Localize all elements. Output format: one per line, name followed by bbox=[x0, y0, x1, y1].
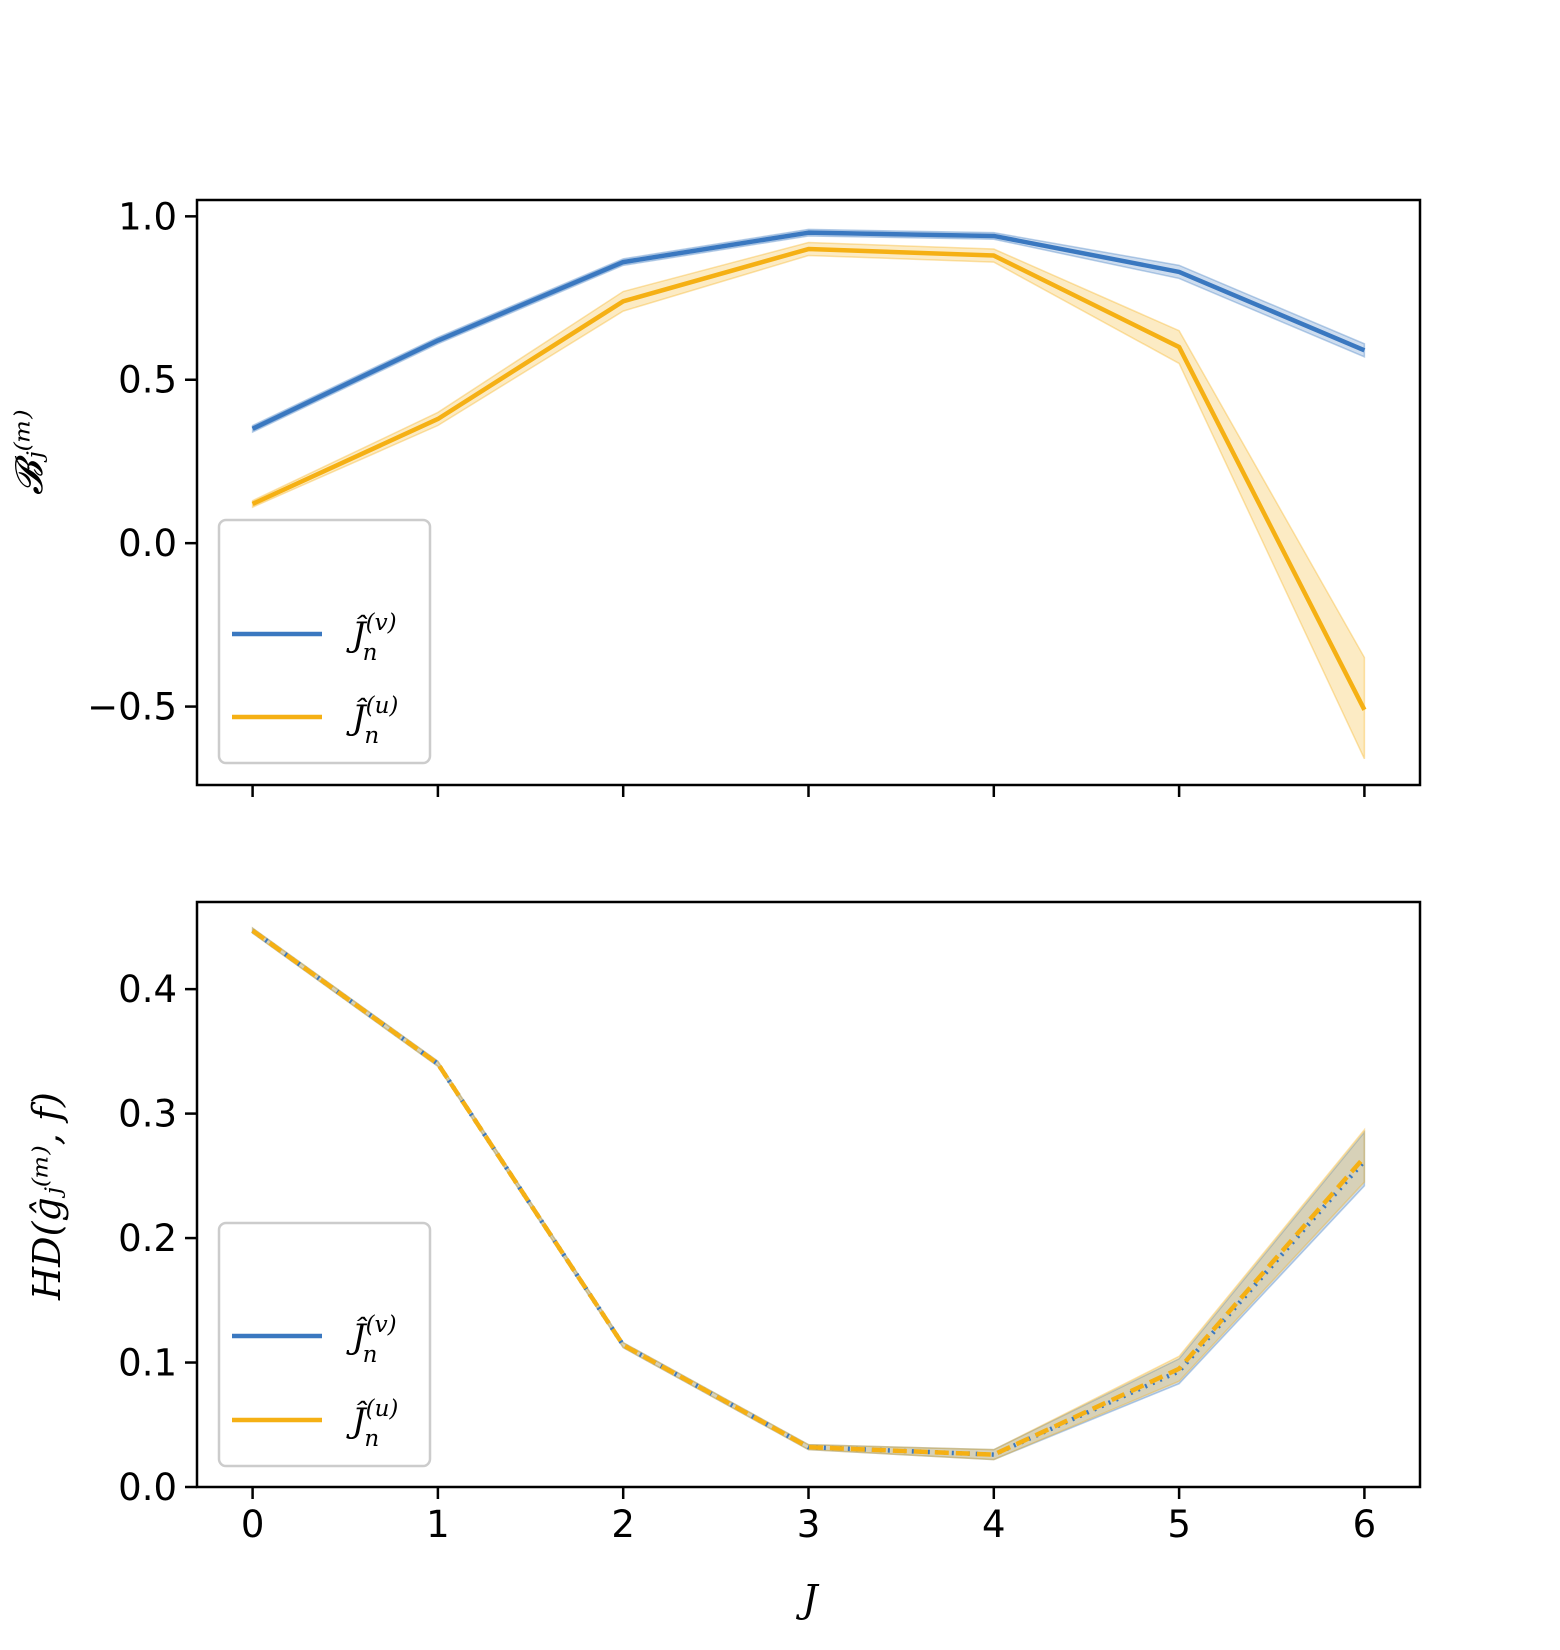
top-panel-legend-box bbox=[217, 518, 432, 765]
series-0-confidence-band bbox=[251, 228, 1366, 434]
y-tick-label: 0.1 bbox=[118, 1342, 177, 1385]
top-panel-x-ticks bbox=[251, 785, 1366, 797]
y-tick-label: 0.2 bbox=[118, 1217, 177, 1260]
x-tick-label: 6 bbox=[1353, 1503, 1377, 1546]
bottom-panel-lines bbox=[251, 928, 1367, 1457]
x-tick-label: 0 bbox=[241, 1503, 265, 1546]
bottom-legend-label-v: Ĵ(v) n bbox=[346, 1312, 397, 1368]
series-1-line bbox=[251, 246, 1367, 711]
x-tick-label: 3 bbox=[797, 1503, 821, 1546]
top-panel-legend: Ĵ(v) n Ĵ(u) n bbox=[217, 518, 432, 765]
top-panel-lines bbox=[251, 230, 1367, 711]
bottom-panel-x-ticks: 0 1 2 3 4 5 6 bbox=[241, 1487, 1376, 1546]
bottom-legend-label-u: Ĵ(u) n bbox=[346, 1396, 398, 1452]
x-tick-label: 4 bbox=[982, 1503, 1006, 1546]
bottom-panel-legend-box bbox=[217, 1221, 432, 1468]
x-tick-label: 1 bbox=[426, 1503, 450, 1546]
series-0-line bbox=[251, 230, 1366, 431]
top-legend-label-u: Ĵ(u) n bbox=[346, 693, 398, 749]
bottom-panel-y-axis-label: HD(ĝⱼ⁽ᵐ⁾, f) bbox=[25, 1092, 69, 1301]
y-tick-label: 0.3 bbox=[118, 1093, 177, 1136]
y-tick-label: 0.4 bbox=[118, 968, 177, 1011]
y-tick-label: 1.0 bbox=[118, 195, 177, 238]
top-panel-y-axis-label: 𝓑ⱼ⁽ᵐ⁾ bbox=[7, 409, 51, 495]
top-panel-bands bbox=[251, 228, 1366, 760]
y-tick-label: 0.0 bbox=[118, 1466, 177, 1509]
top-legend-label-v: Ĵ(v) n bbox=[346, 610, 397, 666]
series-0-line bbox=[251, 928, 1367, 1457]
top-panel-y-ticks: −0.5 0.0 0.5 1.0 bbox=[87, 195, 197, 729]
top-panel: −0.5 0.0 0.5 1.0 𝓑ⱼ⁽ᵐ⁾ Ĵ(v) n Ĵ(u) n bbox=[7, 195, 1422, 797]
y-tick-label: 0.5 bbox=[118, 359, 177, 402]
series-1-line bbox=[251, 928, 1367, 1457]
y-tick-label: −0.5 bbox=[87, 686, 177, 729]
bottom-panel-legend: Ĵ(v) n Ĵ(u) n bbox=[217, 1221, 432, 1468]
x-tick-label: 2 bbox=[611, 1503, 635, 1546]
series-1-confidence-band bbox=[251, 241, 1366, 760]
y-tick-label: 0.0 bbox=[118, 522, 177, 565]
x-tick-label: 5 bbox=[1167, 1503, 1191, 1546]
bottom-panel-y-ticks: 0.0 0.1 0.2 0.3 0.4 bbox=[118, 968, 197, 1509]
